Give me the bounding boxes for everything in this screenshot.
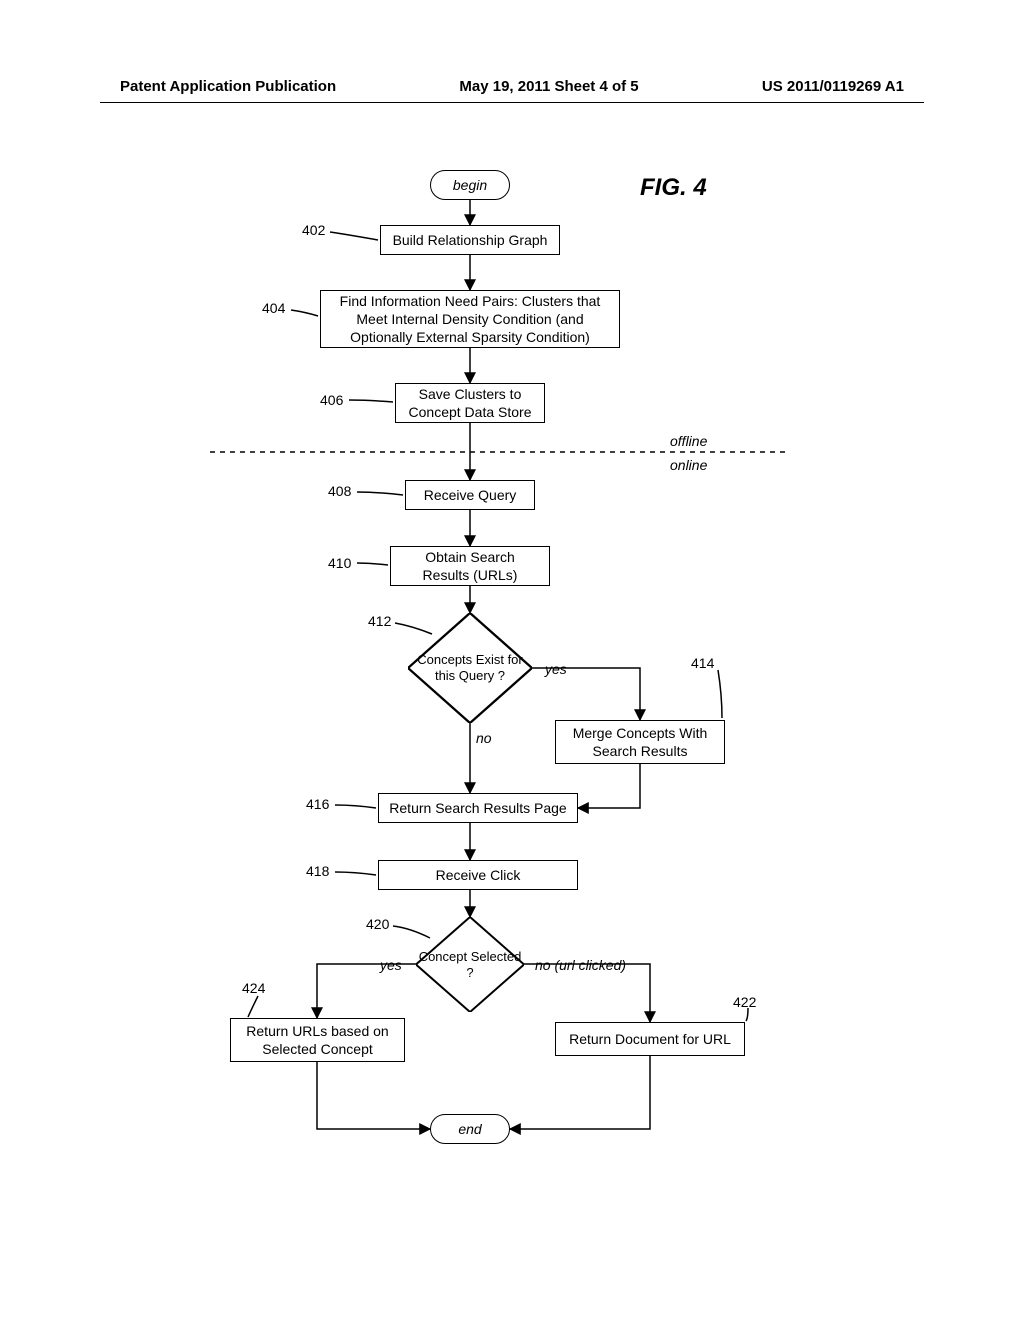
- box-402-build-graph: Build Relationship Graph: [380, 225, 560, 255]
- label-online: online: [670, 457, 707, 473]
- label-408: 408: [328, 483, 351, 499]
- label-offline: offline: [670, 433, 707, 449]
- label-406: 406: [320, 392, 343, 408]
- box-410-obtain-results: Obtain Search Results (URLs): [390, 546, 550, 586]
- terminal-end: end: [430, 1114, 510, 1144]
- page: Patent Application Publication May 19, 2…: [0, 0, 1024, 1320]
- box-424-return-urls: Return URLs based on Selected Concept: [230, 1018, 405, 1062]
- page-header: Patent Application Publication May 19, 2…: [0, 78, 1024, 95]
- header-left: Patent Application Publication: [120, 78, 336, 95]
- label-410: 410: [328, 555, 351, 571]
- box-406-save-clusters: Save Clusters to Concept Data Store: [395, 383, 545, 423]
- decision-420-text: Concept Selected ?: [416, 949, 524, 980]
- label-412: 412: [368, 613, 391, 629]
- label-402: 402: [302, 222, 325, 238]
- label-404: 404: [262, 300, 285, 316]
- box-416-return-results: Return Search Results Page: [378, 793, 578, 823]
- box-408-receive-query: Receive Query: [405, 480, 535, 510]
- header-rule: [100, 102, 924, 103]
- terminal-begin: begin: [430, 170, 510, 200]
- decision-412-text: Concepts Exist for this Query ?: [408, 652, 532, 683]
- flowchart: FIG. 4 begin end Build Relationship Grap…: [0, 160, 1024, 1270]
- label-422: 422: [733, 994, 756, 1010]
- label-416: 416: [306, 796, 329, 812]
- decision-420-concept-selected: Concept Selected ?: [416, 917, 524, 1012]
- label-414: 414: [691, 655, 714, 671]
- label-yes-420: yes: [380, 957, 402, 973]
- decision-412-concepts-exist: Concepts Exist for this Query ?: [408, 613, 532, 723]
- label-424: 424: [242, 980, 265, 996]
- box-414-merge-concepts: Merge Concepts With Search Results: [555, 720, 725, 764]
- header-center: May 19, 2011 Sheet 4 of 5: [459, 78, 638, 95]
- header-right: US 2011/0119269 A1: [762, 78, 904, 95]
- box-404-find-pairs: Find Information Need Pairs: Clusters th…: [320, 290, 620, 348]
- box-422-return-doc: Return Document for URL: [555, 1022, 745, 1056]
- figure-title: FIG. 4: [640, 174, 707, 202]
- label-420: 420: [366, 916, 389, 932]
- label-no-420: no (url clicked): [535, 957, 626, 973]
- box-418-receive-click: Receive Click: [378, 860, 578, 890]
- label-418: 418: [306, 863, 329, 879]
- label-no-412: no: [476, 730, 492, 746]
- label-yes-412: yes: [545, 661, 567, 677]
